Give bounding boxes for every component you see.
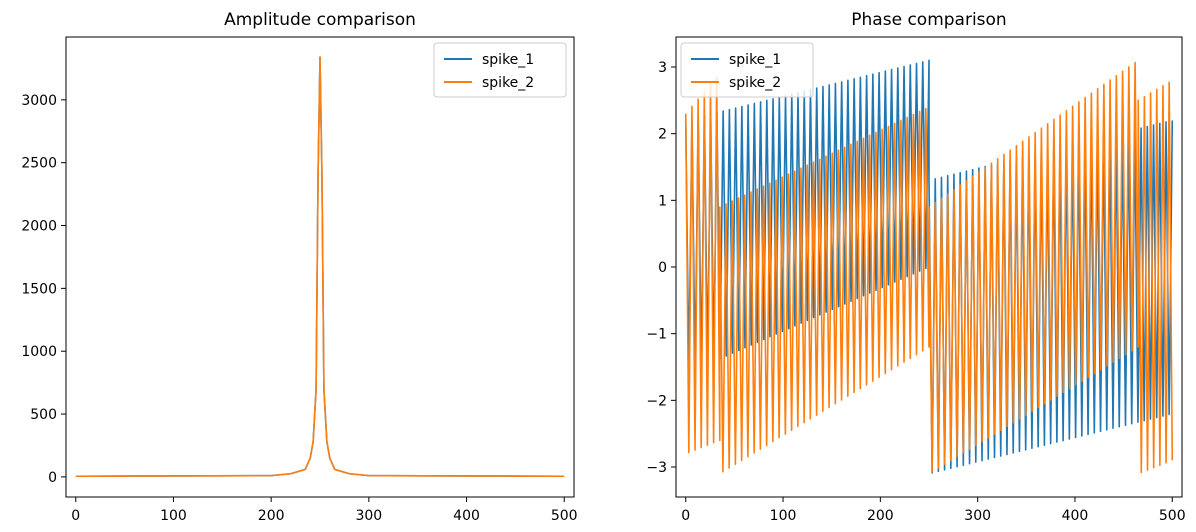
amplitude-axes-frame [65,36,575,498]
x-tick-label-1: 100 [160,508,187,524]
amplitude-title: Amplitude comparison [224,10,416,30]
x-tick-label-1: 100 [770,508,797,524]
amplitude-series-layer [75,56,565,478]
x-tick-label-3: 300 [355,508,382,524]
x-tick-label-2: 200 [867,508,894,524]
y-tick-label-0: −3 [646,460,667,476]
amplitude-panel: Amplitude comparison 0 100 200 300 400 500 0 5… [21,10,577,524]
series-line-spike-1 [75,56,565,478]
series-line-spike-2 [684,61,1174,474]
phase-y-ticks: −3 −2 −1 0 1 2 3 [646,60,676,476]
phase-legend-label-spike-2: spike_2 [729,75,781,91]
y-tick-label-4: 2000 [21,219,57,235]
x-tick-label-0: 0 [71,508,80,524]
x-tick-label-0: 0 [681,508,690,524]
series-line-spike-2 [75,56,565,478]
amplitude-x-ticks: 0 100 200 300 400 500 [71,497,578,524]
phase-series-layer [684,59,1174,474]
y-tick-label-6: 3000 [21,93,57,109]
y-tick-label-0: 0 [48,470,57,486]
y-tick-label-6: 3 [658,60,667,76]
x-tick-label-5: 500 [551,508,578,524]
phase-title: Phase comparison [851,10,1006,30]
phase-legend-label-spike-1: spike_1 [729,52,781,68]
y-tick-label-2: 1000 [21,344,57,360]
y-tick-label-1: 500 [30,407,57,423]
y-tick-label-5: 2500 [21,156,57,172]
y-tick-label-4: 1 [658,193,667,209]
phase-x-ticks: 0 100 200 300 400 500 [681,497,1186,524]
amplitude-legend-label-spike-1: spike_1 [482,52,534,68]
x-tick-label-3: 300 [964,508,991,524]
amplitude-y-ticks: 0 500 1000 1500 2000 2500 3000 [21,93,66,486]
phase-legend-box [680,42,814,98]
phase-panel: Phase comparison 0 100 200 300 400 500 −3 −2 −1… [646,10,1185,524]
y-tick-label-1: −2 [646,393,667,409]
y-tick-label-3: 1500 [21,281,57,297]
amplitude-legend-box [433,42,567,98]
amplitude-legend: spike_1 spike_2 [433,42,567,98]
amplitude-legend-label-spike-2: spike_2 [482,75,534,91]
x-tick-label-2: 200 [258,508,285,524]
x-tick-label-4: 400 [453,508,480,524]
x-tick-label-4: 400 [1062,508,1089,524]
x-tick-label-5: 500 [1159,508,1186,524]
phase-legend: spike_1 spike_2 [680,42,814,98]
y-tick-label-5: 2 [658,127,667,143]
y-tick-label-3: 0 [658,260,667,276]
y-tick-label-2: −1 [646,327,667,343]
